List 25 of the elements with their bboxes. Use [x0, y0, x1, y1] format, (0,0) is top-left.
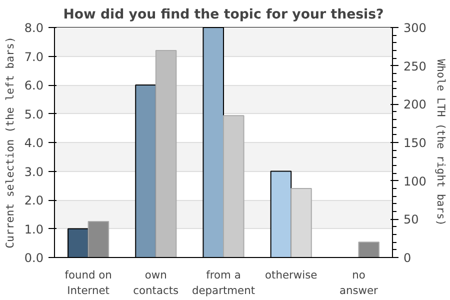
- y2-tick-label: 200: [404, 98, 426, 112]
- y-tick-label: 5.0: [24, 107, 44, 122]
- y-tick-label: 1.0: [24, 222, 44, 236]
- y2-axis-title: Whole LTH (the right bars): [434, 59, 448, 226]
- x-tick-label: found on Internet: [64, 268, 112, 298]
- bar: [358, 242, 380, 258]
- y-tick-label: 8.0: [24, 21, 44, 35]
- x-tick-label: own contacts: [133, 268, 180, 298]
- y-tick-label: 4.0: [24, 136, 44, 150]
- y2-tick-label: 250: [404, 59, 426, 74]
- y-tick-label: 0.0: [24, 251, 44, 265]
- y-tick-label: 6.0: [24, 78, 44, 92]
- x-tick-label: from a department: [192, 268, 256, 298]
- y-tick-label: 7.0: [24, 50, 44, 64]
- y-tick-label: 3.0: [24, 164, 44, 179]
- chart-title: How did you find the topic for your thesis?: [63, 8, 384, 22]
- y2-tick-label: 0: [404, 251, 412, 265]
- y-tick-label: 2.0: [24, 194, 44, 208]
- x-tick-label: otherwise: [265, 268, 318, 282]
- x-tick-label: no answer: [339, 268, 379, 298]
- y-axis-title: Current selection (the left bars): [3, 36, 16, 248]
- y2-tick-label: 150: [404, 136, 426, 150]
- y2-tick-label: 50: [404, 212, 419, 227]
- y2-tick-label: 300: [404, 21, 426, 35]
- y2-tick-label: 100: [404, 174, 426, 188]
